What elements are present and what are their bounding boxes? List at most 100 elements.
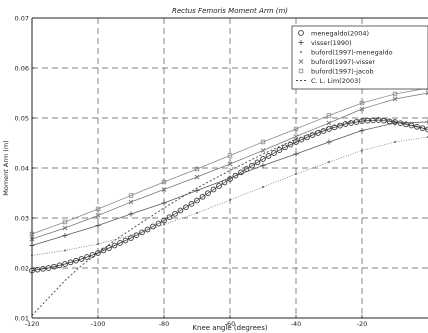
data-point: [414, 123, 420, 130]
data-point: [249, 162, 255, 169]
data-point: [73, 257, 79, 264]
data-point: [194, 197, 200, 204]
legend-item: C. L. Lim(2003): [296, 77, 361, 85]
data-point: [95, 213, 101, 218]
data-point: [78, 256, 85, 262]
data-point: [64, 249, 66, 252]
data-point: [293, 139, 299, 145]
data-point: [293, 151, 299, 157]
data-point: [216, 183, 222, 189]
data-point: [161, 179, 167, 185]
legend-item: buford(1997)-visser: [298, 58, 375, 66]
data-point: [199, 193, 206, 200]
legend-item: menegaldo(2004): [298, 29, 369, 37]
data-point: [95, 250, 101, 256]
data-point: [150, 223, 156, 230]
legend-box: [291, 25, 428, 90]
data-point: [56, 262, 63, 269]
data-point: [130, 234, 132, 237]
data-point: [177, 207, 184, 214]
data-point: [62, 219, 68, 225]
data-point: [394, 141, 396, 143]
data-point: [348, 120, 354, 126]
data-point: [205, 190, 211, 197]
data-point: [133, 232, 140, 239]
series-line: [31, 118, 428, 316]
y-tick-label: 0.04: [15, 165, 29, 173]
data-point: [161, 200, 167, 206]
legend-label: C. L. Lim(2003): [311, 77, 361, 85]
data-point: [425, 119, 428, 125]
data-point: [293, 126, 299, 132]
data-point: [67, 259, 74, 266]
y-tick-label: 0.03: [15, 215, 29, 223]
data-point: [84, 254, 90, 260]
data-point: [188, 200, 195, 207]
data-point: [392, 120, 398, 126]
data-point: [238, 169, 244, 176]
data-point: [260, 163, 266, 168]
data-point: [298, 59, 304, 64]
x-tick-label: -40: [291, 320, 302, 328]
series-4: [29, 85, 428, 237]
y-tick-label: 0.02: [15, 265, 29, 273]
data-point: [375, 117, 382, 123]
data-point: [229, 199, 231, 201]
data-point: [359, 100, 365, 106]
data-point: [282, 144, 288, 151]
data-point: [326, 126, 332, 132]
data-point: [128, 211, 134, 217]
data-point: [392, 96, 398, 102]
data-point: [392, 91, 398, 97]
data-point: [361, 149, 363, 152]
chart-title: Rectus Femoris Moment Arm (m): [172, 7, 288, 15]
data-point: [262, 186, 264, 188]
data-point: [227, 175, 233, 181]
data-point: [194, 166, 200, 172]
data-point: [359, 128, 365, 133]
data-point: [315, 130, 321, 136]
data-point: [100, 247, 107, 254]
data-point: [265, 153, 272, 159]
x-tick-label: -80: [159, 320, 170, 328]
data-point: [62, 261, 68, 267]
series-3: [29, 90, 428, 242]
data-point: [381, 117, 387, 124]
data-point: [370, 117, 376, 124]
data-point: [287, 141, 294, 148]
data-point: [304, 134, 310, 141]
data-point: [34, 266, 41, 273]
data-point: [166, 214, 173, 221]
x-axis-label: Knee angle (degrees): [192, 324, 267, 332]
data-point: [326, 113, 332, 118]
data-point: [293, 134, 299, 139]
data-point: [227, 153, 233, 158]
legend-item: buford(1997)-jacob: [298, 67, 374, 75]
data-point: [62, 233, 68, 238]
data-point: [45, 265, 52, 271]
data-point: [161, 187, 167, 192]
legend-item: buford(1997)-menegaldo: [300, 48, 393, 56]
data-point: [254, 159, 261, 166]
series-2: [31, 136, 428, 257]
tick-labels: -120 -100 -80 -60 -40 -20 0.01 0.02 0.03 0.04 0.05…: [15, 15, 368, 329]
y-axis-label: Moment Arm (m): [2, 140, 10, 195]
legend: menegaldo(2004)visser(1990)buford(1997)-…: [291, 25, 428, 90]
legend-label: menegaldo(2004): [311, 29, 369, 37]
series-1: [29, 119, 428, 248]
data-point: [331, 124, 338, 131]
data-point: [161, 217, 167, 224]
series-layer: [29, 85, 428, 316]
x-tick-label: -60: [225, 320, 236, 328]
data-point: [128, 193, 134, 198]
y-tick-label: 0.05: [15, 115, 29, 123]
legend-item: visser(1990): [298, 39, 352, 47]
data-point: [128, 199, 134, 205]
data-point: [163, 223, 165, 226]
data-point: [300, 51, 302, 53]
data-point: [271, 150, 277, 156]
data-point: [276, 147, 283, 153]
data-point: [155, 220, 162, 227]
legend-label: buford(1997)-menegaldo: [311, 48, 393, 56]
